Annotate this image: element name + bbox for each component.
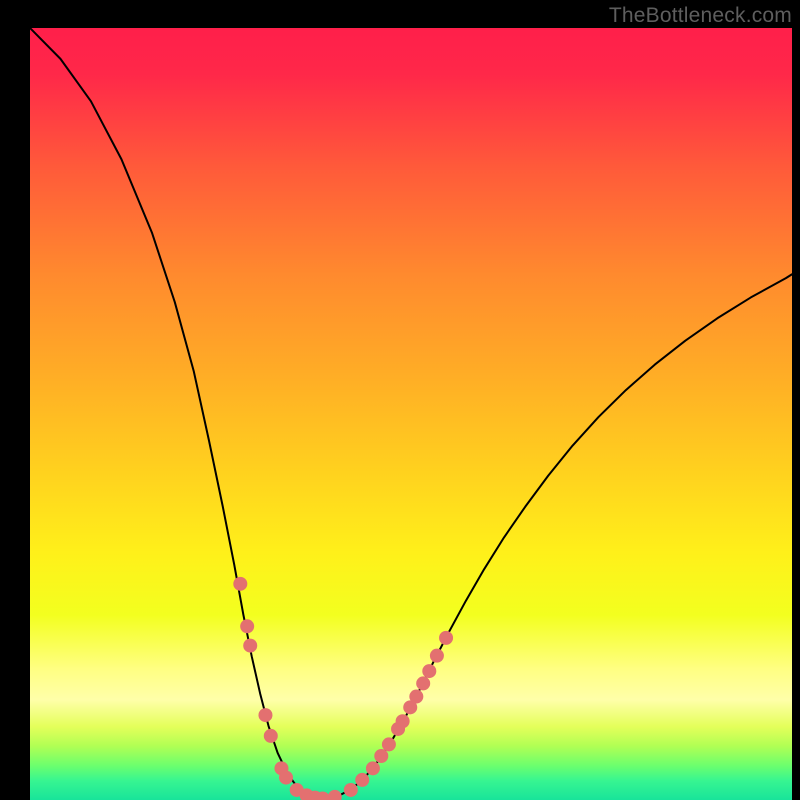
data-marker: [366, 761, 380, 775]
data-marker: [264, 729, 278, 743]
data-marker: [243, 639, 257, 653]
data-marker: [374, 749, 388, 763]
data-marker: [396, 714, 410, 728]
data-marker: [382, 737, 396, 751]
data-marker: [344, 783, 358, 797]
chart-frame: TheBottleneck.com: [0, 0, 800, 800]
data-marker: [439, 631, 453, 645]
data-marker: [240, 619, 254, 633]
data-marker: [258, 708, 272, 722]
data-marker: [279, 771, 293, 785]
data-marker: [233, 577, 247, 591]
data-marker: [409, 690, 423, 704]
gradient-background: [30, 28, 792, 800]
data-marker: [430, 649, 444, 663]
data-marker: [355, 773, 369, 787]
chart-svg: [30, 28, 792, 800]
data-marker: [416, 676, 430, 690]
data-marker: [422, 664, 436, 678]
watermark-text: TheBottleneck.com: [609, 4, 792, 28]
plot-area: [30, 28, 792, 800]
